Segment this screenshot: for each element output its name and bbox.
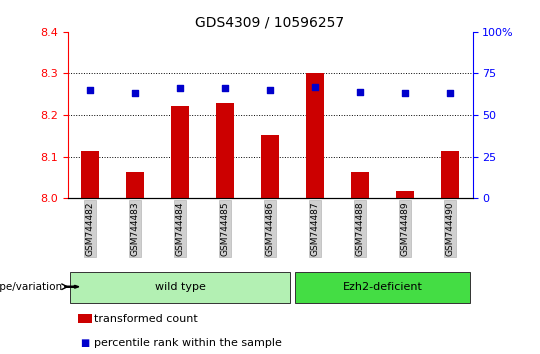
Point xyxy=(266,87,274,93)
Point xyxy=(310,84,319,90)
Text: transformed count: transformed count xyxy=(94,314,198,324)
Bar xyxy=(351,172,369,198)
Bar xyxy=(81,151,99,198)
Point xyxy=(446,91,454,96)
Point xyxy=(221,86,230,91)
Text: ■: ■ xyxy=(80,338,90,348)
Text: Ezh2-deficient: Ezh2-deficient xyxy=(342,282,422,292)
Bar xyxy=(261,135,279,198)
FancyBboxPatch shape xyxy=(70,272,291,303)
Point xyxy=(86,87,94,93)
Bar xyxy=(396,191,414,198)
Title: GDS4309 / 10596257: GDS4309 / 10596257 xyxy=(195,15,345,29)
Point xyxy=(356,89,364,95)
Point xyxy=(401,91,409,96)
Bar xyxy=(306,73,324,198)
Text: genotype/variation: genotype/variation xyxy=(0,282,62,292)
FancyBboxPatch shape xyxy=(295,272,470,303)
Point xyxy=(131,91,139,96)
Bar xyxy=(171,106,189,198)
Point xyxy=(176,86,184,91)
Bar xyxy=(441,151,459,198)
Bar xyxy=(126,172,144,198)
Bar xyxy=(216,103,234,198)
Text: wild type: wild type xyxy=(154,282,205,292)
Text: percentile rank within the sample: percentile rank within the sample xyxy=(94,338,282,348)
